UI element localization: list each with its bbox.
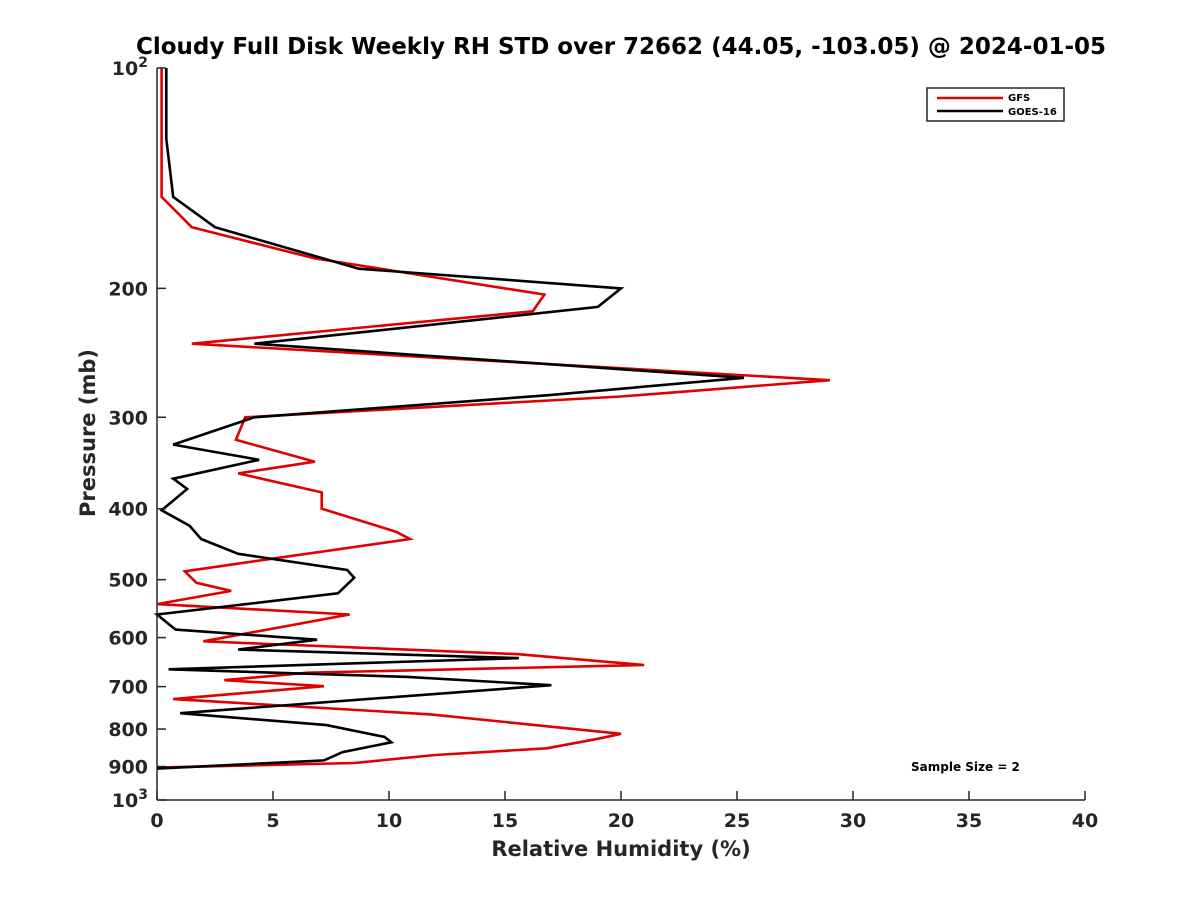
y-tick-label: 102 bbox=[112, 55, 148, 80]
chart-title: Cloudy Full Disk Weekly RH STD over 7266… bbox=[136, 34, 1106, 60]
y-tick-label: 200 bbox=[108, 278, 148, 300]
plot-area: 0 5 10 15 20 25 30 35 40 102 200 300 400 500 600 700 80… bbox=[108, 55, 1098, 832]
sample-size-annotation: Sample Size = 2 bbox=[911, 760, 1020, 774]
y-tick-label: 500 bbox=[108, 570, 148, 592]
x-tick-label: 5 bbox=[266, 810, 279, 832]
series-line-gfs bbox=[156, 68, 830, 769]
x-tick-label: 15 bbox=[492, 810, 518, 832]
x-tick-label: 25 bbox=[724, 810, 750, 832]
y-tick-label: 900 bbox=[108, 757, 148, 779]
x-tick-label: 20 bbox=[608, 810, 634, 832]
series-group bbox=[153, 68, 830, 770]
x-axis-label: Relative Humidity (%) bbox=[491, 837, 750, 861]
x-tick-label: 40 bbox=[1072, 810, 1098, 832]
y-tick-label: 400 bbox=[108, 499, 148, 521]
legend-goes16-label: GOES-16 bbox=[1008, 107, 1057, 118]
legend-gfs-label: GFS bbox=[1008, 93, 1030, 104]
x-tick-label: 35 bbox=[956, 810, 982, 832]
y-tick-label: 700 bbox=[108, 677, 148, 699]
y-axis-label: Pressure (mb) bbox=[76, 349, 100, 517]
series-line-goes-16 bbox=[153, 68, 745, 770]
x-tick-label: 30 bbox=[840, 810, 866, 832]
y-tick-label: 300 bbox=[108, 407, 148, 429]
x-ticks: 0 5 10 15 20 25 30 35 40 bbox=[150, 791, 1098, 832]
y-tick-label: 600 bbox=[108, 628, 148, 650]
legend: GFS GOES-16 bbox=[926, 87, 1065, 122]
y-ticks: 102 200 300 400 500 600 700 800 900 103 bbox=[108, 55, 166, 812]
x-tick-label: 10 bbox=[376, 810, 402, 832]
x-tick-label: 0 bbox=[150, 810, 163, 832]
legend-box bbox=[926, 87, 1065, 122]
y-tick-label: 103 bbox=[112, 787, 148, 812]
y-tick-label: 800 bbox=[108, 719, 148, 741]
